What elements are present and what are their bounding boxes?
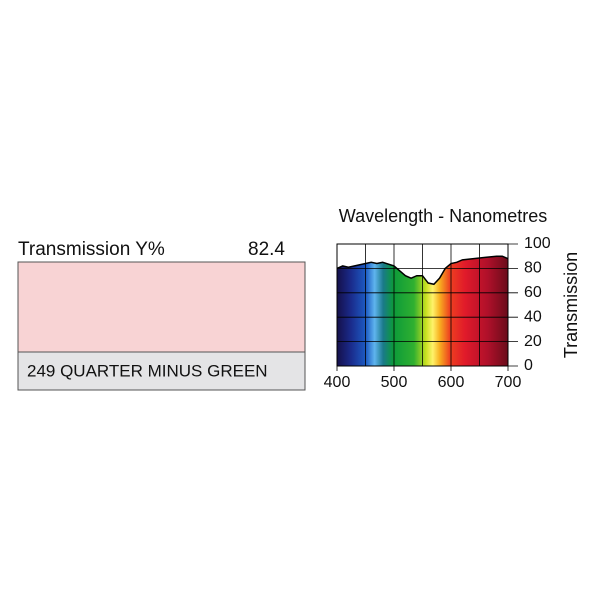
swatch-label: Transmission Y% <box>18 239 165 260</box>
y-tick-label: 40 <box>524 308 542 325</box>
chart-title: Wavelength - Nanometres <box>339 206 547 226</box>
plot-frame <box>336 243 509 367</box>
y-axis-label: Transmission <box>561 252 581 358</box>
y-tick-label: 20 <box>524 333 542 350</box>
color-swatch <box>17 261 306 353</box>
name-box <box>17 351 306 391</box>
y-tick-label: 100 <box>524 235 551 252</box>
swatch-value: 82.4 <box>248 239 285 260</box>
x-tick-label: 400 <box>324 374 351 391</box>
x-tick-label: 700 <box>495 374 522 391</box>
x-tick-label: 600 <box>438 374 465 391</box>
y-tick-label: 0 <box>524 357 533 374</box>
curve <box>336 255 509 286</box>
y-tick-label: 60 <box>524 284 542 301</box>
filter-name: 249 QUARTER MINUS GREEN <box>27 361 268 380</box>
x-tick-label: 500 <box>381 374 408 391</box>
y-tick-label: 80 <box>524 260 542 277</box>
